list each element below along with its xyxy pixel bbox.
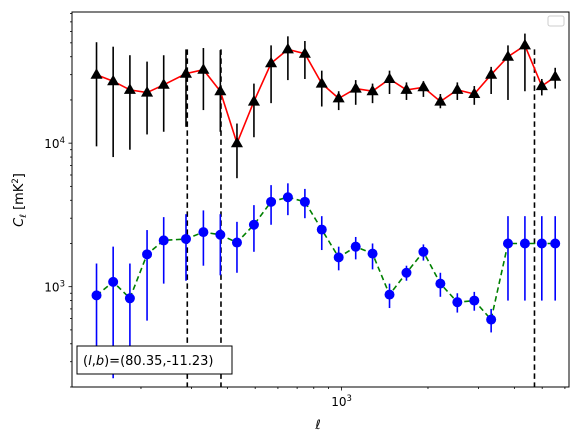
data-point-circle	[142, 249, 153, 260]
y-tick-label: 104	[44, 136, 65, 151]
data-point-triangle	[349, 82, 362, 93]
data-point-triangle	[265, 56, 278, 68]
data-point-circle	[316, 224, 327, 235]
data-point-triangle	[501, 50, 514, 61]
data-point-circle	[486, 314, 497, 325]
data-point-circle	[231, 237, 242, 248]
data-point-triangle	[230, 136, 243, 148]
series-line	[96, 44, 556, 146]
data-point-triangle	[383, 72, 396, 83]
x-axis-label: ℓ	[314, 418, 320, 433]
data-point-circle	[266, 196, 277, 207]
data-point-circle	[401, 267, 412, 278]
data-point-triangle	[417, 80, 430, 92]
y-tick-label: 103	[44, 280, 65, 295]
data-point-triangle	[197, 63, 210, 74]
data-point-triangle	[366, 84, 379, 96]
y-axis-label: Cℓ [mK2]	[11, 173, 29, 227]
data-point-circle	[536, 238, 547, 249]
data-point-circle	[550, 238, 561, 249]
data-point-triangle	[281, 42, 294, 54]
data-point-triangle	[332, 91, 345, 103]
data-point-circle	[158, 235, 169, 246]
plot-layer	[90, 33, 562, 387]
data-point-circle	[452, 297, 463, 308]
data-point-circle	[299, 196, 310, 207]
series-line	[95, 196, 556, 322]
data-point-circle	[469, 295, 480, 306]
data-point-circle	[333, 252, 344, 263]
data-point-circle	[124, 293, 135, 304]
data-point-triangle	[90, 68, 103, 79]
annotation-frame	[76, 345, 233, 375]
annotation-box: (l,b)=(80.35,-11.23)	[76, 345, 233, 375]
data-point-triangle	[123, 83, 136, 94]
data-point-triangle	[157, 78, 170, 89]
data-point-triangle	[214, 84, 227, 96]
data-point-circle	[384, 289, 395, 300]
data-point-circle	[198, 227, 209, 238]
data-point-triangle	[400, 83, 413, 94]
data-point-triangle	[485, 68, 498, 79]
data-point-triangle	[451, 83, 464, 94]
data-point-circle	[435, 278, 446, 289]
data-point-triangle	[549, 70, 562, 81]
data-point-circle	[350, 241, 361, 252]
data-point-circle	[418, 246, 429, 257]
data-point-circle	[367, 248, 378, 259]
data-point-circle	[180, 233, 191, 244]
data-point-triangle	[247, 95, 260, 106]
data-point-circle	[282, 192, 293, 203]
axes-frame	[71, 11, 570, 388]
data-point-circle	[519, 238, 530, 249]
x-tick-label: 103	[331, 394, 352, 409]
data-point-circle	[248, 219, 259, 230]
annotation-text: (l,b)=(80.35,-11.23)	[83, 354, 213, 369]
data-point-triangle	[535, 79, 548, 91]
data-point-circle	[502, 238, 513, 249]
data-point-triangle	[518, 38, 531, 50]
tick-layer: 103 103 104	[44, 13, 566, 409]
data-point-triangle	[315, 77, 328, 88]
data-point-triangle	[179, 67, 192, 78]
data-point-triangle	[141, 86, 154, 97]
data-point-triangle	[434, 95, 447, 106]
data-point-circle	[215, 229, 226, 240]
data-point-triangle	[468, 87, 481, 98]
data-point-triangle	[107, 74, 120, 86]
data-point-circle	[91, 290, 102, 301]
data-point-triangle	[298, 47, 311, 58]
data-point-circle	[108, 276, 119, 287]
legend-box	[547, 15, 565, 27]
plot-clipped	[90, 33, 562, 387]
